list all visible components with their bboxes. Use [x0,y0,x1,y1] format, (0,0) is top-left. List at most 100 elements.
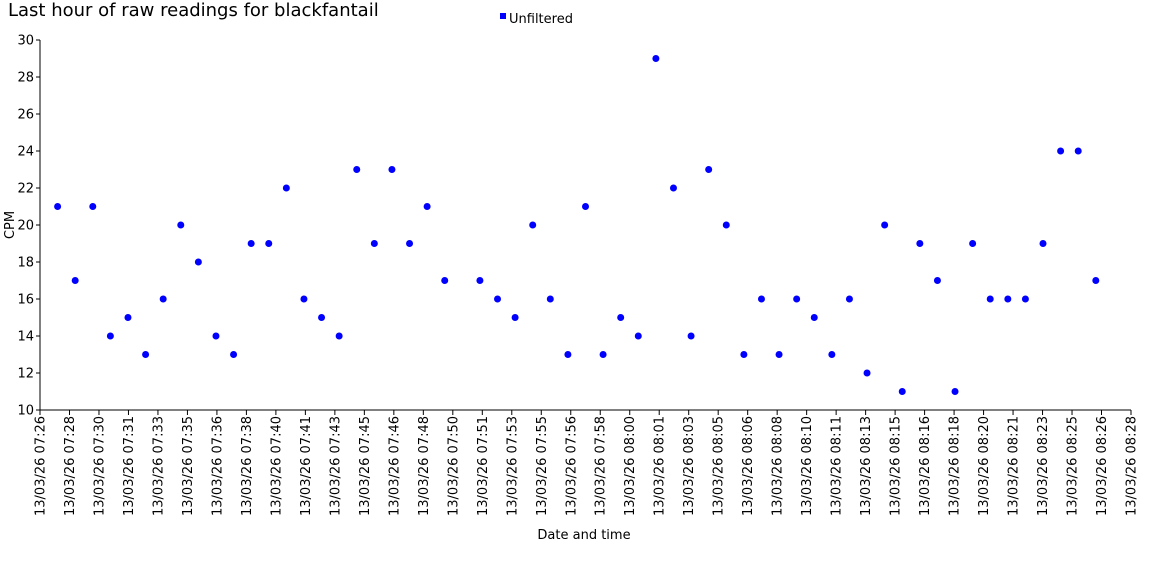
x-tick-label: 13/03/26 07:48 [417,416,432,516]
data-point [740,351,748,358]
data-point [335,332,343,340]
x-tick-label: 13/03/26 07:46 [387,416,402,516]
x-tick-label: 13/03/26 07:28 [63,416,78,516]
data-point [1004,295,1012,303]
data-point [494,295,502,303]
y-tick-label: 10 [17,404,34,419]
x-tick-label: 13/03/26 07:55 [535,416,550,516]
x-tick-label: 13/03/26 08:21 [1007,416,1022,516]
x-tick-label: 13/03/26 07:56 [564,416,579,516]
x-tick-label: 13/03/26 08:11 [830,416,845,516]
data-point [634,332,642,340]
data-point [1057,147,1065,155]
x-axis: 13/03/26 07:26 13/03/26 07:28 13/03/26 07:… [34,409,1140,516]
data-point [916,240,924,247]
data-point [810,314,818,321]
data-point [687,332,695,340]
data-point [441,277,449,284]
x-tick-label: 13/03/26 08:00 [623,416,638,516]
data-point [705,166,713,173]
data-point [898,388,906,395]
data-point [969,240,977,247]
x-tick-label: 13/03/26 08:26 [1095,416,1110,516]
data-point [617,314,625,321]
legend: Unfiltered [500,12,573,27]
data-point [845,295,853,303]
x-tick-label: 13/03/26 08:16 [918,416,933,516]
x-tick-label: 13/03/26 07:26 [34,416,49,516]
x-tick-label: 13/03/26 08:20 [977,416,992,516]
data-point [1074,147,1082,155]
y-tick-label: 26 [17,108,34,123]
data-point [599,351,607,358]
data-point [793,295,801,303]
data-point [669,184,677,192]
x-tick-label: 13/03/26 08:28 [1125,416,1140,516]
data-point [142,351,150,358]
data-point [159,295,167,303]
x-tick-label: 13/03/26 08:25 [1066,416,1081,516]
x-tick-label: 13/03/26 07:43 [328,416,343,516]
x-tick-label: 13/03/26 08:15 [889,416,904,516]
data-point [71,277,79,284]
x-axis-label: Date and time [537,528,630,543]
y-tick-label: 30 [17,34,34,49]
y-tick-label: 14 [17,330,34,345]
x-tick-label: 13/03/26 07:45 [358,416,373,516]
data-point [546,295,554,303]
y-axis: 10 12 14 16 18 20 22 24 26 28 30 [17,34,41,419]
legend-swatch [500,13,506,19]
data-point [212,332,220,340]
data-point [388,166,396,173]
y-tick-label: 12 [17,367,34,382]
x-tick-label: 13/03/26 08:10 [800,416,815,516]
data-point [89,203,97,210]
x-tick-label: 13/03/26 08:18 [948,416,963,516]
data-point [406,240,414,247]
data-point [986,295,994,303]
data-point [106,332,114,340]
data-point [177,221,185,229]
data-point [282,184,290,192]
x-tick-label: 13/03/26 08:06 [741,416,756,516]
x-tick-label: 13/03/26 07:58 [594,416,609,516]
y-tick-label: 28 [17,71,34,86]
data-point [423,203,431,210]
x-tick-label: 13/03/26 07:41 [299,416,314,516]
data-point [54,203,62,210]
x-tick-label: 13/03/26 07:51 [476,416,491,516]
x-tick-label: 13/03/26 07:40 [269,416,284,516]
x-tick-label: 13/03/26 08:01 [653,416,668,516]
data-point [722,221,730,229]
data-point [194,258,202,266]
x-tick-label: 13/03/26 07:36 [210,416,225,516]
y-tick-label: 22 [17,182,34,197]
y-axis-label: CPM [3,211,18,239]
data-point [582,203,589,210]
data-point [951,388,959,395]
data-point [1039,240,1047,247]
data-point [511,314,519,321]
data-point [265,240,273,247]
data-point [933,277,941,284]
x-tick-label: 13/03/26 08:23 [1036,416,1051,516]
x-tick-label: 13/03/26 07:35 [181,416,196,516]
data-point [652,55,660,62]
data-point [1092,277,1100,284]
data-point [1021,295,1029,303]
data-point [828,351,836,358]
data-point [564,351,572,358]
x-tick-label: 13/03/26 07:38 [240,416,255,516]
x-tick-label: 13/03/26 07:53 [505,416,520,516]
data-point [775,351,783,358]
y-tick-label: 24 [17,145,34,160]
x-tick-label: 13/03/26 07:50 [446,416,461,516]
data-point [318,314,326,321]
x-tick-label: 13/03/26 08:13 [859,416,874,516]
data-point [757,295,765,303]
x-tick-label: 13/03/26 08:05 [712,416,727,516]
legend-label: Unfiltered [509,12,573,27]
y-tick-label: 20 [17,219,34,234]
